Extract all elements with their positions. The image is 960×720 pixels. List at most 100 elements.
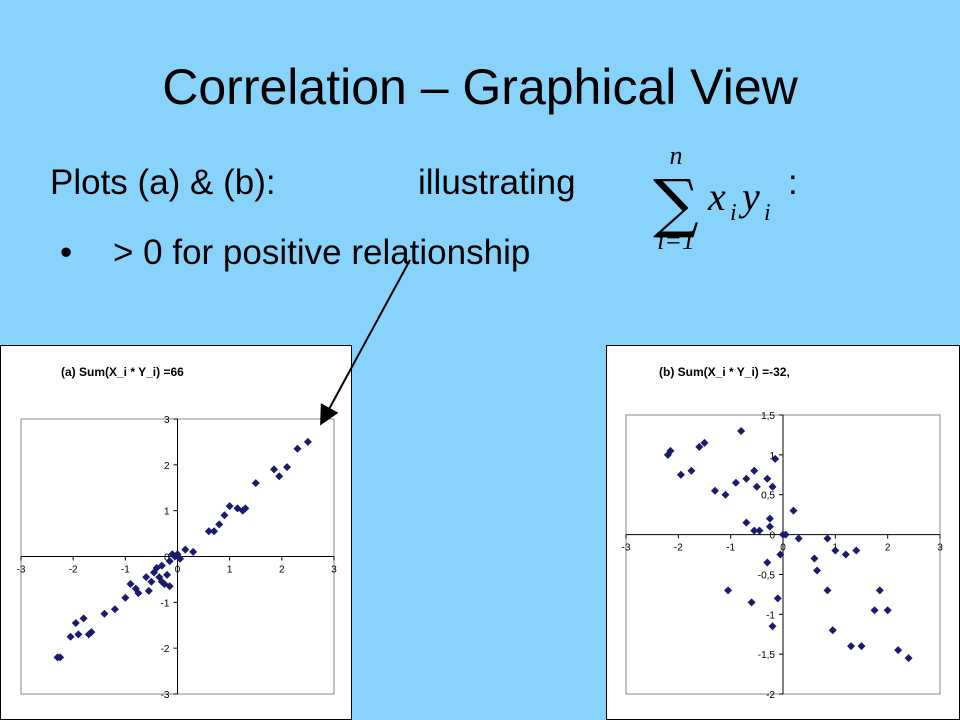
data-point (147, 577, 156, 586)
data-point (303, 437, 312, 446)
data-point (251, 479, 260, 488)
data-point (852, 546, 861, 555)
x-tick-label: -1 (121, 565, 130, 576)
data-point (163, 570, 172, 579)
chart-b-panel: (b) Sum(X_i * Y_i) =-32,-3-2-101231,510,… (606, 345, 960, 720)
data-point (74, 630, 83, 639)
x-tick-label: -1 (726, 543, 735, 554)
x-tick-label: -2 (674, 543, 683, 554)
formula-x-subscript: i (730, 200, 737, 226)
data-point (241, 504, 250, 513)
data-point (755, 526, 764, 535)
data-point (710, 486, 719, 495)
y-tick-label: -0,5 (758, 570, 776, 581)
data-point (724, 586, 733, 595)
data-point (695, 442, 704, 451)
data-point (765, 514, 774, 523)
formula-x: x (707, 174, 726, 219)
data-point (210, 527, 219, 536)
data-point (270, 465, 279, 474)
data-point (134, 589, 143, 598)
data-point (870, 606, 879, 615)
sum-upper-limit: n (670, 141, 683, 170)
chart-title: (a) Sum(X_i * Y_i) =66 (61, 365, 184, 379)
data-point (813, 566, 822, 575)
data-point (831, 546, 840, 555)
data-point (763, 558, 772, 567)
sum-formula: n ∑ i=1 x i y i (653, 141, 771, 255)
x-tick-label: -2 (69, 565, 78, 576)
data-point (894, 646, 903, 655)
y-tick-label: -2 (161, 644, 170, 655)
data-point (121, 593, 130, 602)
data-point (165, 582, 174, 591)
data-point (768, 622, 777, 631)
data-point (875, 586, 884, 595)
data-point (225, 502, 234, 511)
data-point (666, 446, 675, 455)
data-point (176, 554, 185, 563)
y-tick-label: 1,5 (761, 411, 775, 422)
sigma-symbol: ∑ (653, 167, 699, 241)
x-tick-label: 1 (227, 565, 233, 576)
data-point (293, 444, 302, 453)
data-point (84, 630, 93, 639)
formula-y-subscript: i (764, 200, 771, 226)
x-tick-label: 0 (175, 565, 181, 576)
chart-a: (a) Sum(X_i * Y_i) =66 -3 -2 -1 0 1 2 3 3 2 1 0 -1 -2… (17, 365, 338, 701)
data-point (126, 580, 135, 588)
data-point (857, 642, 866, 651)
data-point (66, 632, 75, 641)
slide-title: Correlation – Graphical View (162, 59, 798, 115)
y-tick-label: 0 (769, 531, 775, 542)
data-point (841, 550, 850, 559)
data-point (781, 530, 790, 539)
data-point (731, 478, 740, 487)
x-tick-label: 3 (331, 565, 337, 576)
data-point (87, 628, 96, 637)
data-point (283, 463, 292, 472)
chart-b: (b) Sum(X_i * Y_i) =-32,-3-2-101231,510,… (622, 365, 944, 701)
data-point (828, 626, 837, 635)
plots-label: Plots (a) & (b): (50, 163, 276, 202)
y-tick-label: 3 (164, 415, 170, 426)
data-point (79, 614, 88, 623)
chart-title: (b) Sum(X_i * Y_i) =-32, (659, 365, 790, 379)
x-tick-label: 3 (937, 543, 943, 554)
x-tick-label: 2 (885, 543, 891, 554)
data-point (773, 594, 782, 603)
data-point (823, 586, 832, 595)
data-point (157, 561, 166, 570)
data-point (742, 474, 751, 483)
y-tick-label: 0 (164, 553, 170, 564)
data-point (110, 605, 119, 614)
data-point (189, 547, 198, 556)
data-point (100, 609, 109, 618)
data-point (752, 482, 761, 491)
data-point (771, 454, 780, 463)
x-tick-label: 0 (780, 543, 786, 554)
data-point (742, 518, 751, 527)
data-point (750, 526, 759, 535)
illustrating-label: illustrating (418, 163, 576, 202)
y-tick-label: -3 (161, 690, 170, 701)
x-tick-label: 2 (279, 565, 285, 576)
data-point (847, 642, 856, 651)
y-tick-label: 0,5 (761, 491, 775, 502)
data-point (215, 520, 224, 529)
data-point (56, 653, 65, 662)
data-point (765, 522, 774, 531)
data-point (737, 426, 746, 435)
data-point (181, 545, 190, 554)
data-point (663, 450, 672, 459)
data-point (823, 534, 832, 543)
x-tick-label: -3 (622, 543, 631, 554)
data-point (721, 490, 730, 499)
formula-y: y (738, 174, 760, 219)
data-point (747, 598, 756, 607)
y-tick-label: -1,5 (758, 650, 776, 661)
data-point (776, 550, 785, 559)
data-point (142, 573, 151, 582)
y-tick-label: 1 (769, 451, 775, 462)
subtitle-line: Plots (a) & (b): illustrating (50, 163, 576, 203)
